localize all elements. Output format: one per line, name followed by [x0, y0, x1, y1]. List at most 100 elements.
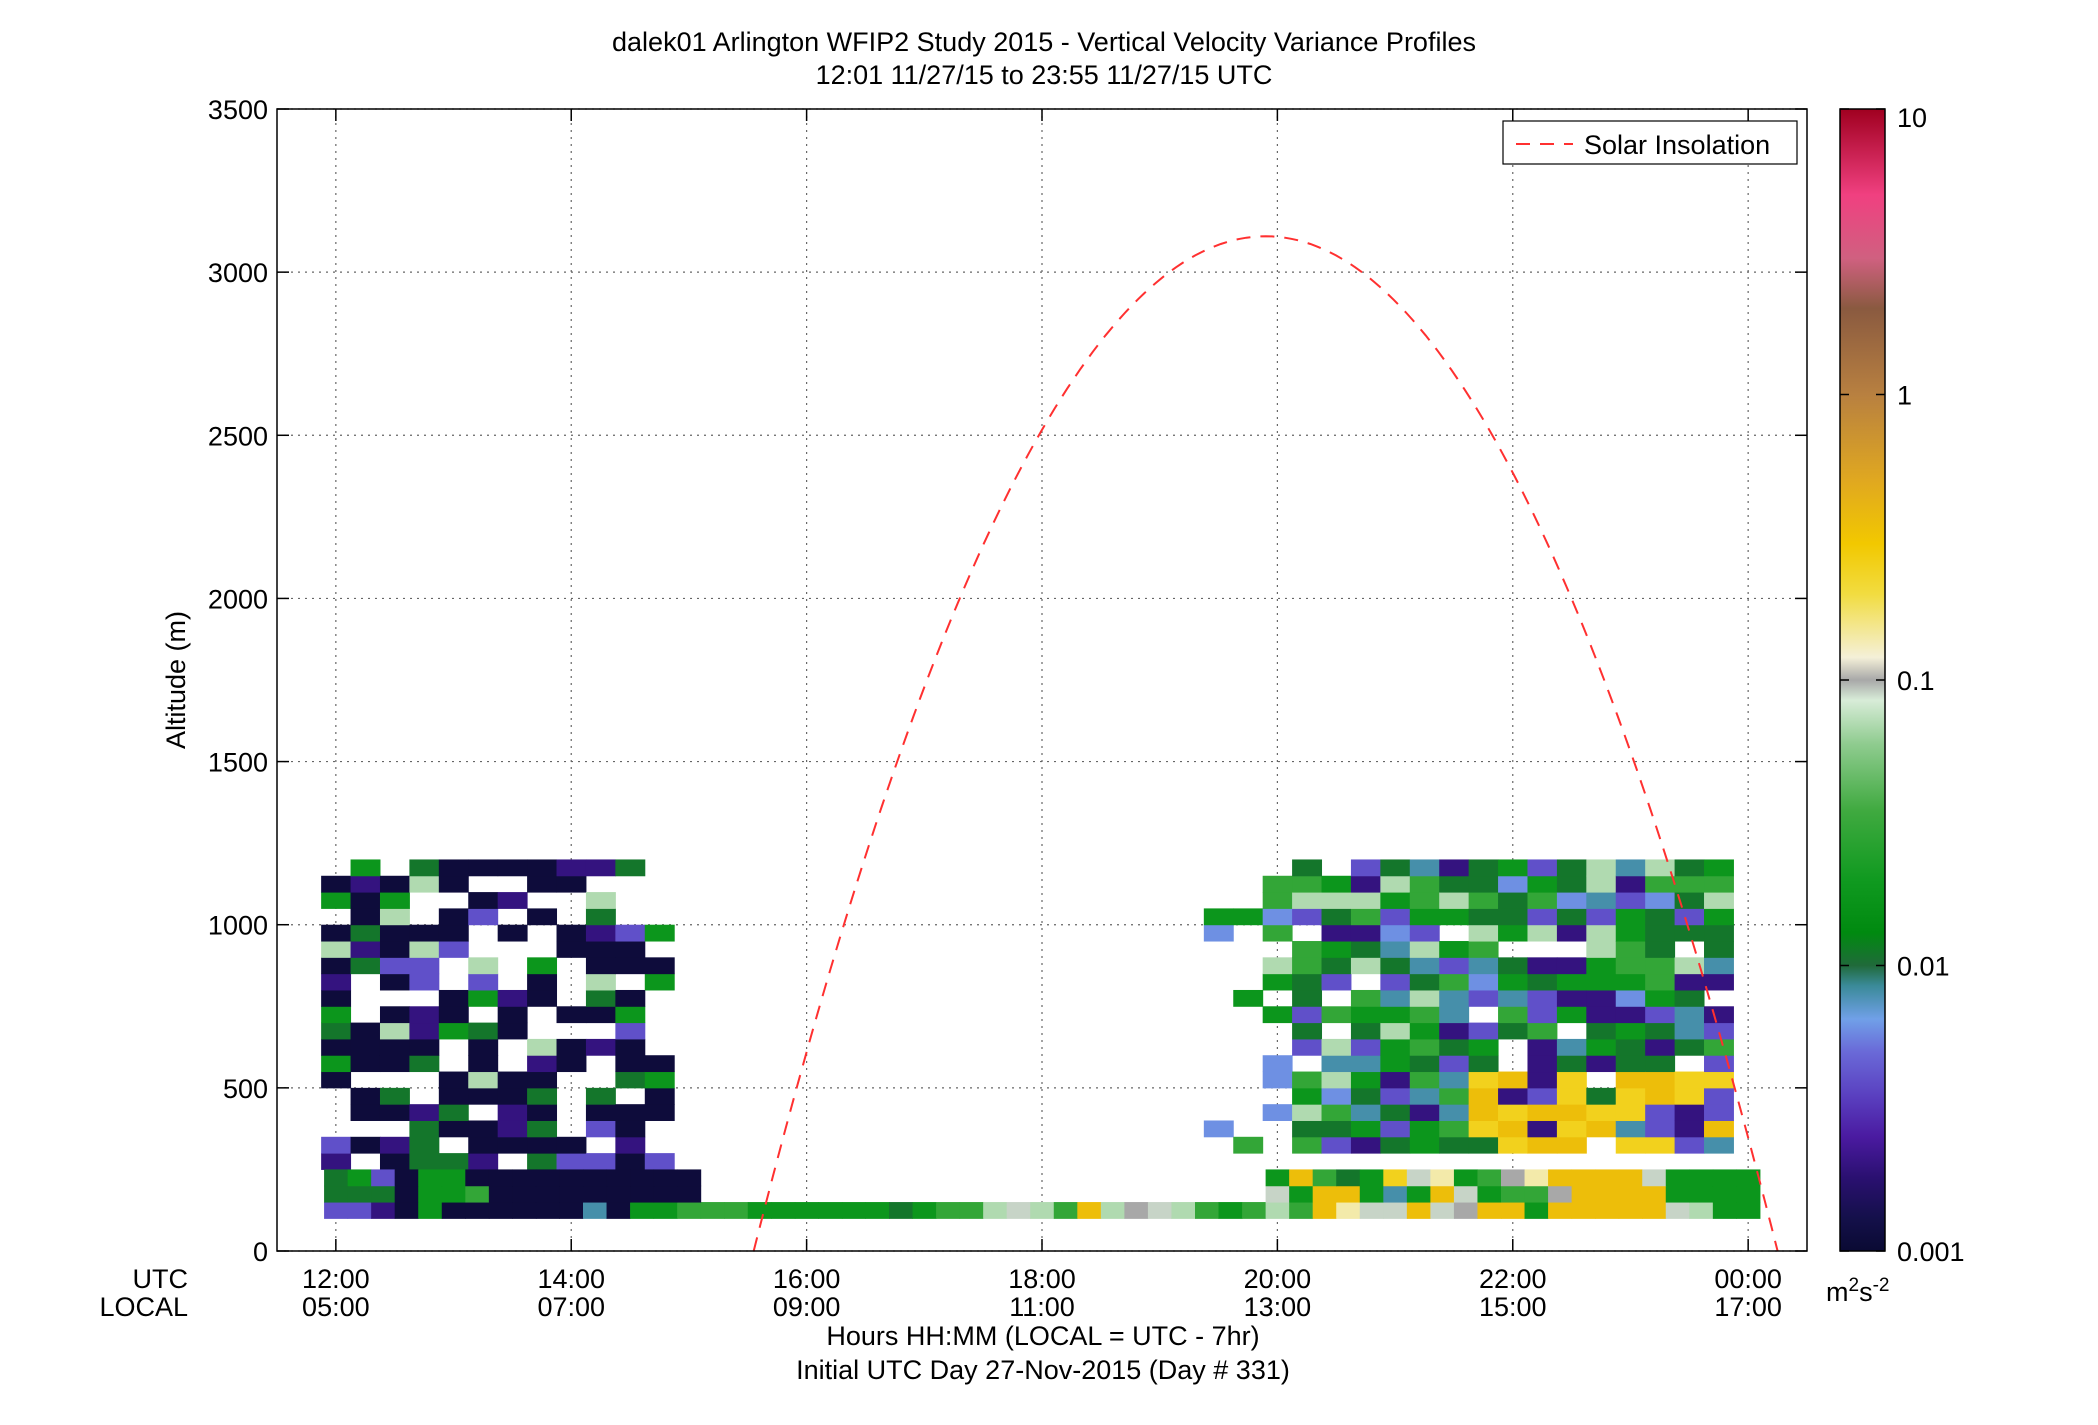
heatmap-cell	[468, 973, 499, 991]
heatmap-cell	[324, 1169, 349, 1187]
heatmap-cell	[1409, 1136, 1440, 1154]
heatmap-cell	[1595, 1169, 1620, 1187]
heatmap-cell	[321, 1071, 352, 1089]
solar-insolation-curve	[752, 235, 1779, 1252]
heatmap-cell	[1468, 1087, 1499, 1105]
heatmap-cell	[1292, 1006, 1323, 1024]
heatmap-cell	[1615, 908, 1646, 926]
heatmap-cell	[497, 989, 528, 1007]
heatmap-cell	[379, 1055, 410, 1073]
heatmap-cell	[468, 1087, 499, 1105]
heatmap-cell	[1674, 1071, 1705, 1089]
heatmap-cell	[889, 1202, 914, 1219]
heatmap-cell	[1321, 973, 1352, 991]
heatmap-cell	[1439, 1055, 1470, 1073]
heatmap-cell	[1674, 957, 1705, 975]
heatmap-cell	[1292, 859, 1323, 877]
heatmap-cell	[1321, 1006, 1352, 1024]
heatmap-cell	[379, 908, 410, 926]
heatmap-cell	[1704, 908, 1734, 926]
heatmap-cell	[1380, 1038, 1411, 1056]
heatmap-cell	[1498, 1104, 1528, 1121]
heatmap-cell	[1439, 941, 1470, 958]
heatmap-cell	[1674, 1006, 1705, 1024]
heatmap-cell	[1468, 1055, 1499, 1073]
heatmap-cell	[1586, 1104, 1617, 1121]
heatmap-cell	[350, 1136, 381, 1154]
heatmap-cell	[527, 908, 558, 926]
heatmap-cell	[644, 1055, 675, 1073]
heatmap-cell	[418, 1202, 443, 1219]
heatmap-cell	[1292, 1087, 1323, 1105]
heatmap-cell	[1383, 1185, 1408, 1203]
heatmap-cell	[585, 989, 616, 1007]
heatmap-cell	[1321, 1120, 1352, 1138]
heatmap-cell	[644, 1087, 675, 1105]
heatmap-cell	[1704, 892, 1734, 909]
heatmap-cell	[1586, 1038, 1617, 1056]
heatmap-cell	[527, 1038, 558, 1056]
heatmap-cell	[912, 1202, 937, 1219]
heatmap-cell	[527, 1087, 558, 1105]
heatmap-cell	[1350, 1087, 1381, 1105]
heatmap-cell	[347, 1202, 372, 1219]
heatmap-cell	[1359, 1169, 1384, 1187]
heatmap-cell	[1203, 1120, 1234, 1138]
heatmap-cell	[1439, 1104, 1470, 1121]
heatmap-cell	[700, 1202, 725, 1219]
heatmap-cell	[1704, 973, 1734, 991]
heatmap-cell	[1262, 973, 1293, 991]
heatmap-cell	[321, 1136, 352, 1154]
heatmap-cell	[379, 1038, 410, 1056]
heatmap-cell	[1406, 1169, 1431, 1187]
heatmap-cell	[1498, 908, 1528, 926]
heatmap-cell	[1524, 1202, 1549, 1219]
x-tick-label-local: 07:00	[537, 1292, 605, 1322]
heatmap-cell	[1468, 908, 1499, 926]
heatmap-cell	[615, 924, 646, 942]
heatmap-cell	[1674, 1120, 1705, 1138]
heatmap-cell	[1498, 892, 1528, 909]
heatmap-cell	[1380, 1055, 1411, 1073]
heatmap-cell	[1645, 1055, 1676, 1073]
y-tick-label: 0	[253, 1237, 268, 1267]
heatmap-cell	[1383, 1202, 1408, 1219]
heatmap-cell	[747, 1202, 772, 1219]
heatmap-cell	[324, 1202, 349, 1219]
heatmap-cell	[438, 1120, 469, 1138]
heatmap-cell	[585, 1087, 616, 1105]
heatmap-cell	[1674, 1104, 1705, 1121]
heatmap-cell	[1674, 1038, 1705, 1056]
heatmap-cell	[1556, 892, 1587, 909]
heatmap-cell	[379, 924, 410, 942]
heatmap-cell	[1704, 924, 1734, 942]
heatmap-cell	[1556, 1120, 1587, 1138]
heatmap-cell	[1336, 1169, 1361, 1187]
heatmap-cell	[1468, 924, 1499, 942]
heatmap-cell	[1736, 1202, 1761, 1219]
heatmap-cell	[1642, 1185, 1667, 1203]
heatmap-cell	[418, 1185, 443, 1203]
heatmap-cell	[585, 1104, 616, 1121]
heatmap-cell	[615, 941, 646, 958]
heatmap-cell	[1498, 924, 1528, 942]
heatmap-cell	[1615, 973, 1646, 991]
heatmap-cell	[1615, 1022, 1646, 1040]
heatmap-cell	[1409, 1104, 1440, 1121]
heatmap-cell	[1618, 1185, 1643, 1203]
heatmap-cell	[1233, 1136, 1264, 1154]
heatmap-cell	[1527, 892, 1558, 909]
heatmap-cell	[841, 1202, 866, 1219]
heatmap-cell	[409, 1136, 440, 1154]
heatmap-cell	[321, 875, 352, 893]
heatmap-cell	[1527, 989, 1558, 1007]
heatmap-cell	[350, 1022, 381, 1040]
heatmap-cell	[644, 924, 675, 942]
heatmap-cell	[1430, 1202, 1455, 1219]
heatmap-cell	[379, 892, 410, 909]
heatmap-cell	[441, 1185, 466, 1203]
heatmap-cell	[1556, 1087, 1587, 1105]
heatmap-cell	[1498, 1120, 1528, 1138]
x-tick-label-utc: 20:00	[1244, 1264, 1312, 1294]
